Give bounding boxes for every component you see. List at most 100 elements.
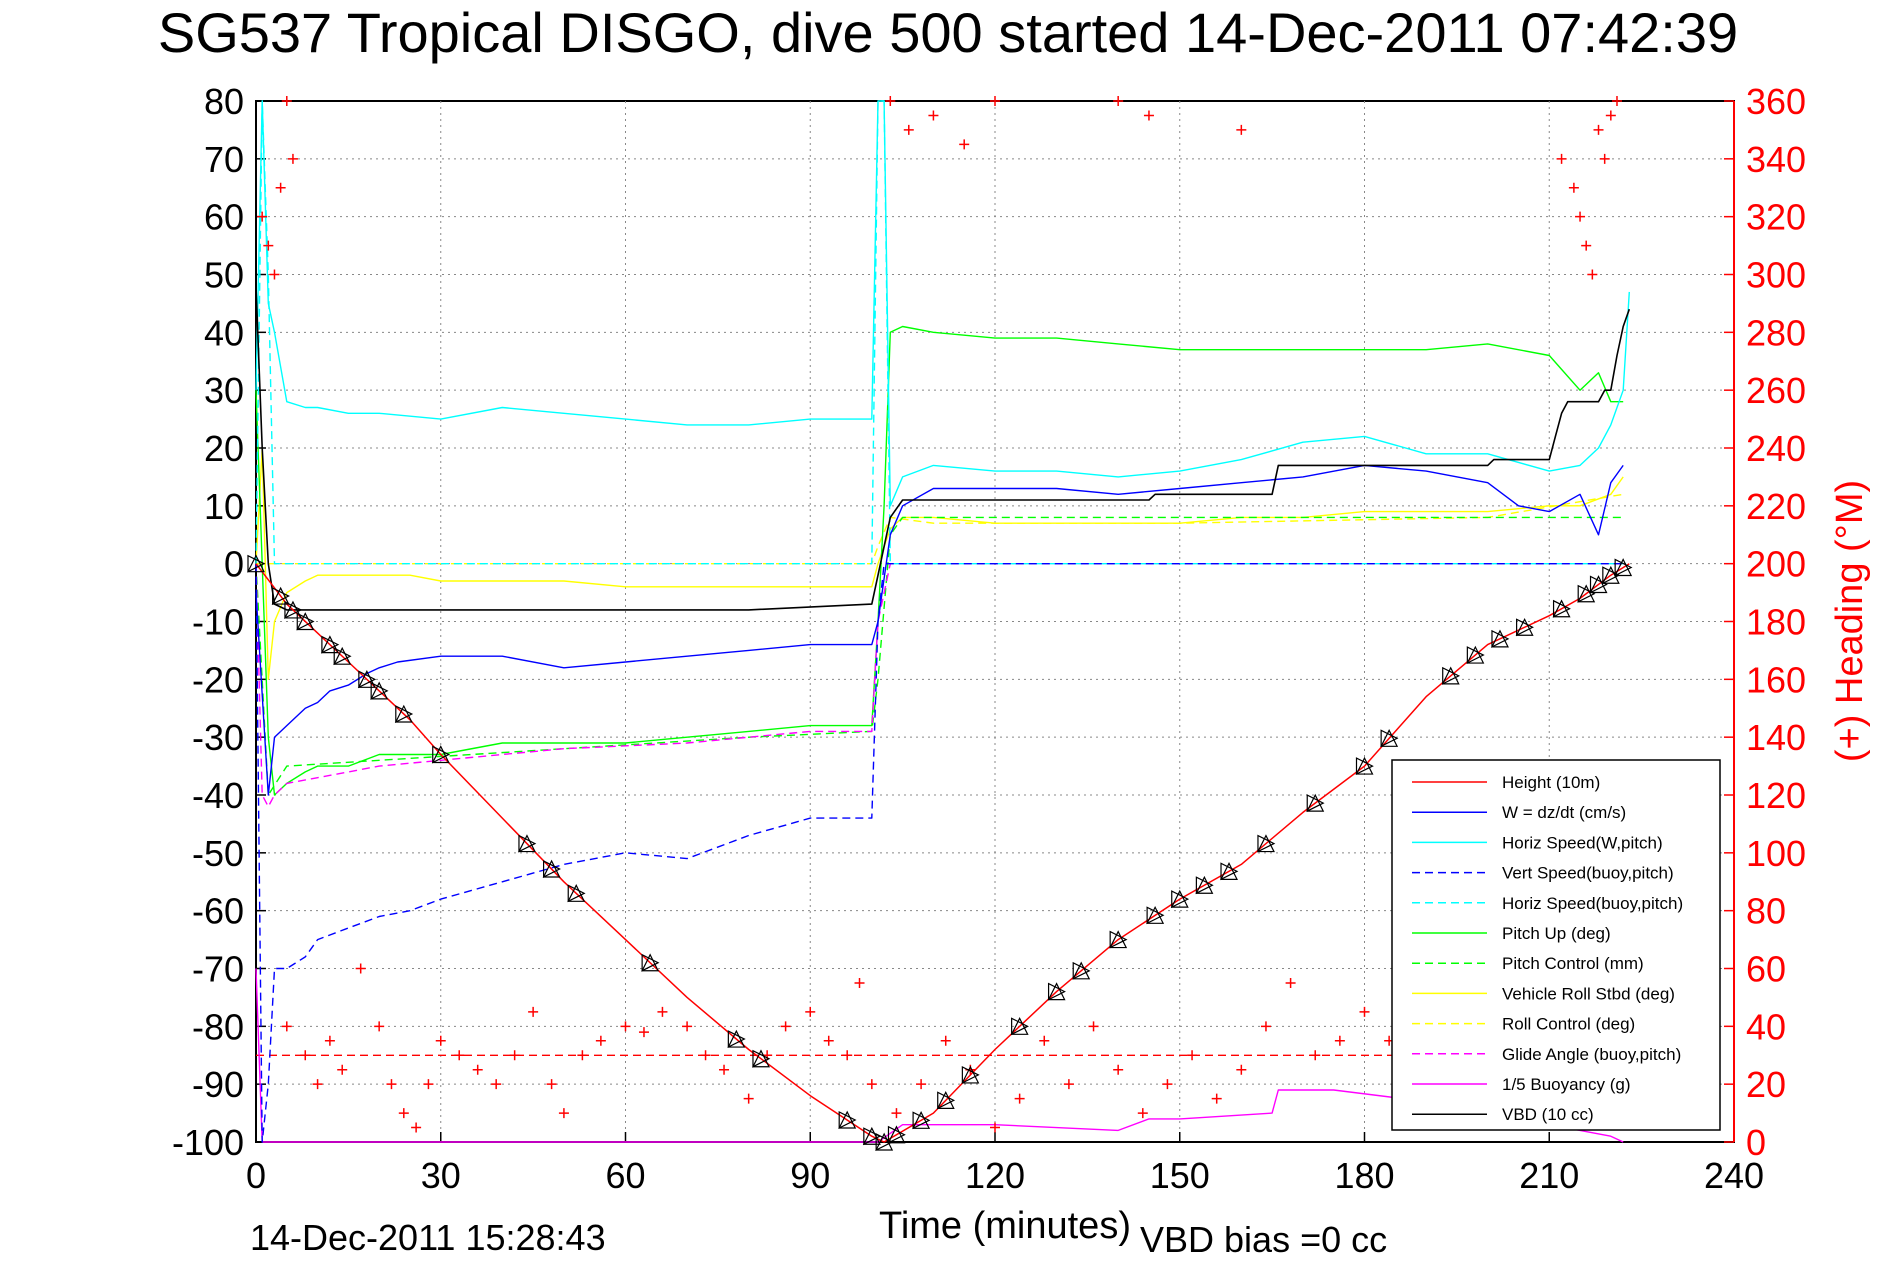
y-tick-label: -30 [192,717,244,758]
legend-label: Vert Speed(buoy,pitch) [1502,864,1674,883]
triangle-up-marker [1466,645,1485,664]
triangle-up-marker [1577,584,1596,603]
y-right-tick-label: 160 [1746,659,1806,700]
triangle-right-marker [641,953,660,972]
triangle-up-marker [1010,1016,1029,1035]
triangle-right-marker [752,1049,771,1068]
heading-point [885,96,896,106]
y-tick-label: 80 [204,81,244,122]
y-tick-label: 50 [204,255,244,296]
heading-point [854,977,865,988]
y-right-tick-label: 20 [1746,1064,1786,1105]
triangle-right-marker [727,1030,746,1049]
heading-point [1014,1093,1025,1104]
triangle-up-marker [1491,629,1509,648]
heading-point [1334,1035,1345,1046]
y-tick-label: -60 [192,891,244,932]
heading-point [263,240,274,251]
heading-point [269,269,280,280]
triangle-right-marker [1552,599,1571,618]
triangle-right-marker [432,745,451,764]
series-glide-angle [255,563,1624,808]
heading-point [1143,110,1154,121]
heading-point [743,1093,754,1104]
series-horiz-speed [255,100,1630,507]
y-right-tick-label: 240 [1746,428,1806,469]
triangle-right-marker [1602,566,1621,585]
y-right-tick-label: 0 [1746,1122,1766,1163]
triangle-right-marker [912,1111,931,1130]
y-right-tick-label: 40 [1746,1006,1786,1047]
triangle-up-marker [1306,793,1325,812]
triangle-up-marker [333,646,352,665]
footer-timestamp: 14-Dec-2011 15:28:43 [250,1217,606,1258]
legend-label: W = dz/dt (cm/s) [1502,803,1626,822]
triangle-right-marker [518,834,537,853]
legend-label: Height (10m) [1502,773,1600,792]
triangle-right-marker [247,554,266,573]
triangle-up-marker [1146,905,1165,924]
heading-point [275,182,286,193]
triangle-right-marker [370,681,389,700]
legend-label: Glide Angle (buoy,pitch) [1502,1045,1681,1064]
heading-point [509,1050,520,1061]
triangle-up-marker [283,600,302,619]
y-tick-label: 30 [204,370,244,411]
heading-point [638,1027,649,1038]
triangle-up-marker [1109,930,1128,949]
heading-point [1593,124,1604,135]
heading-point [916,1079,927,1090]
triangle-right-marker [1466,646,1485,665]
heading-point [454,1050,465,1061]
heading-point [1568,182,1579,193]
grid [256,101,1734,1142]
heading-point [287,153,298,164]
triangle-right-marker [1380,729,1399,748]
triangle-right-marker [272,587,290,606]
triangle-right-marker [863,1127,882,1146]
triangle-up-marker [271,586,290,605]
y-right-tick-label: 180 [1746,602,1806,643]
triangle-up-marker [1441,666,1460,685]
legend-label: Vehicle Roll Stbd (deg) [1502,984,1675,1003]
heading-point [990,96,1000,106]
legend-label: Pitch Control (mm) [1502,954,1644,973]
heading-point [780,1021,791,1032]
triangle-right-marker [1589,575,1608,594]
triangle-right-marker [321,635,340,654]
heading-point [398,1108,409,1119]
legend: Height (10m) W = dz/dt (cm/s) Horiz Speed(… [1391,759,1721,1131]
heading-point [1063,1079,1074,1090]
heading-point [312,1079,323,1090]
heading-point [940,1035,951,1046]
series-pitch-control [255,516,1624,796]
heading-point [411,1122,422,1133]
y-tick-label: -100 [172,1122,244,1163]
heading-point [1310,1050,1321,1061]
y-right-tick-label: 360 [1746,81,1806,122]
heading-point [1605,110,1616,121]
triangle-up-marker [936,1091,955,1109]
heading-point [903,124,914,135]
triangle-right-marker [296,612,315,631]
heading-point [1137,1108,1148,1119]
triangle-right-marker [1257,834,1276,853]
heading-point [657,1006,668,1017]
heading-point [337,1064,348,1075]
triangle-up-marker [1589,575,1608,594]
triangle-up-marker [1195,875,1214,894]
heading-point [700,1050,711,1061]
triangle-up-marker [1047,982,1066,1001]
heading-point [682,1021,693,1032]
triangle-right-marker [567,884,586,903]
x-tick-label: 60 [605,1155,645,1196]
series-vert-speed-buoy [255,563,1624,1143]
heading-point [1211,1093,1222,1104]
heading-point [472,1064,483,1075]
heading-point [928,110,939,121]
x-tick-label: 180 [1334,1155,1394,1196]
y-tick-label: 70 [204,139,244,180]
triangle-right-marker [1516,618,1534,637]
y-right-tick-label: 280 [1746,312,1806,353]
